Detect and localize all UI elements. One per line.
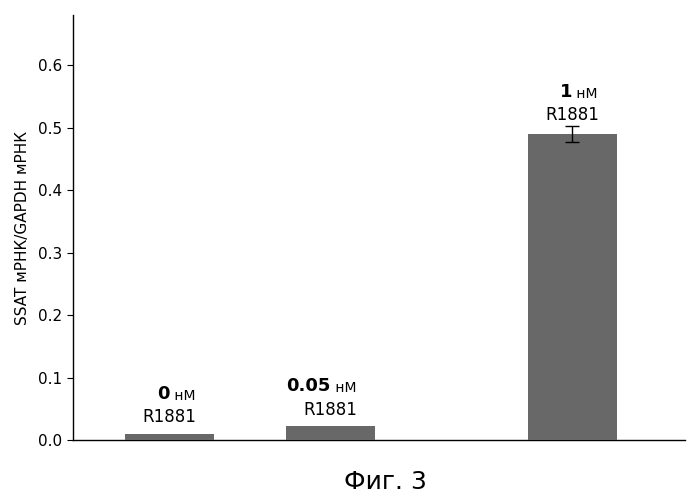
Text: R1881: R1881 bbox=[545, 106, 599, 124]
Text: 0: 0 bbox=[157, 385, 169, 403]
Text: R1881: R1881 bbox=[304, 401, 358, 419]
Text: Фиг. 3: Фиг. 3 bbox=[344, 470, 426, 494]
Text: нМ: нМ bbox=[330, 381, 356, 395]
Y-axis label: SSAT мРНК/GAPDH мРНК: SSAT мРНК/GAPDH мРНК bbox=[15, 131, 30, 324]
Text: 1: 1 bbox=[560, 83, 573, 101]
Bar bbox=[528, 134, 617, 440]
Text: нМ: нМ bbox=[573, 87, 598, 101]
Bar bbox=[286, 426, 375, 440]
Text: нМ: нМ bbox=[169, 389, 195, 403]
Bar bbox=[125, 434, 214, 440]
Text: 0.05: 0.05 bbox=[286, 377, 330, 395]
Text: R1881: R1881 bbox=[143, 408, 197, 426]
